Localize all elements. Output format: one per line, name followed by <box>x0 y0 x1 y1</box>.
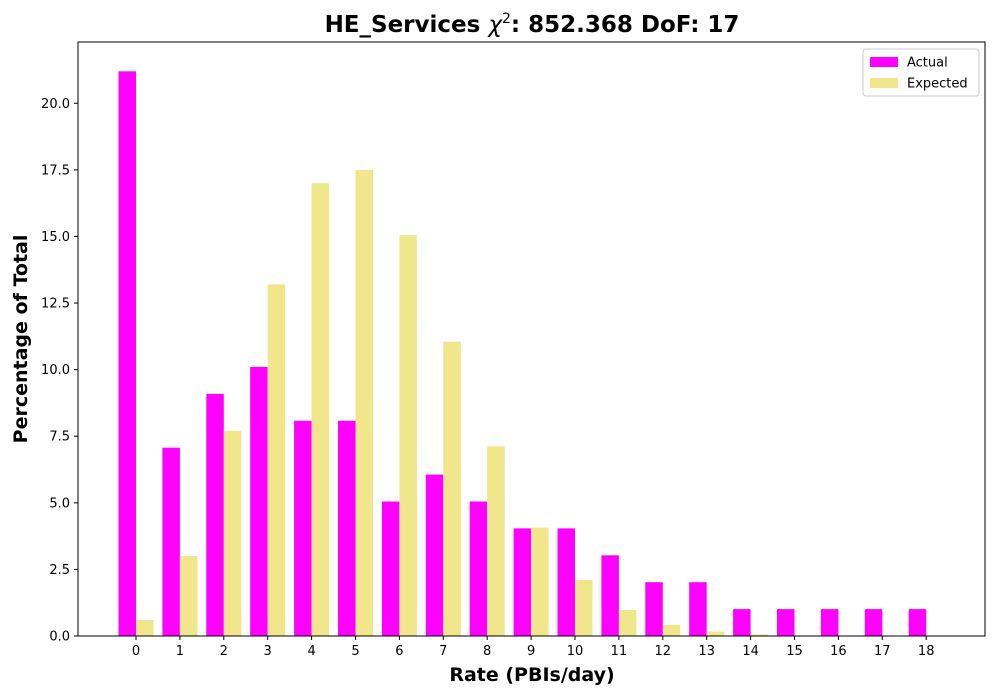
bar-actual-17 <box>864 609 883 636</box>
x-tick-label: 18 <box>918 644 935 659</box>
x-tick-label: 2 <box>220 644 228 659</box>
x-tick-label: 13 <box>698 644 715 659</box>
bar-actual-13 <box>689 582 707 636</box>
bar-actual-12 <box>645 582 663 636</box>
bar-expected-0 <box>136 620 154 636</box>
legend-swatch-actual <box>870 57 898 67</box>
bar-expected-3 <box>267 284 286 636</box>
x-axis-label: Rate (PBIs/day) <box>449 664 614 686</box>
legend: Actual Expected <box>862 48 980 97</box>
chart-title: HE_Services χ2: 852.368 DoF: 17 <box>325 11 740 38</box>
x-tick-label: 12 <box>655 644 672 659</box>
bar-expected-10 <box>575 580 593 636</box>
bar-expected-12 <box>662 624 681 636</box>
y-tick-label: 5.0 <box>49 496 70 511</box>
bar-actual-18 <box>908 609 927 636</box>
y-tick-label: 15.0 <box>41 230 70 245</box>
x-tick-label: 11 <box>611 644 628 659</box>
bar-expected-9 <box>531 527 549 636</box>
x-tick-label: 4 <box>307 644 315 659</box>
bar-actual-3 <box>250 366 268 636</box>
x-tick-label: 16 <box>830 644 847 659</box>
bar-expected-14 <box>750 634 769 636</box>
bar-actual-0 <box>118 71 136 637</box>
x-tick-label: 7 <box>439 644 447 659</box>
x-tick-label: 6 <box>395 644 403 659</box>
y-tick-label: 17.5 <box>41 163 70 178</box>
x-tick-label: 17 <box>874 644 891 659</box>
bar-actual-14 <box>733 609 751 636</box>
x-tick-label: 10 <box>567 644 584 659</box>
y-tick-label: 0.0 <box>49 630 70 645</box>
bar-expected-6 <box>399 235 417 637</box>
bar-actual-10 <box>557 528 575 636</box>
bar-expected-11 <box>618 609 637 636</box>
x-tick-label: 15 <box>786 644 803 659</box>
legend-label-actual: Actual <box>907 56 948 71</box>
bar-actual-9 <box>513 528 532 636</box>
bar-actual-16 <box>820 609 839 636</box>
bar-actual-1 <box>162 447 180 636</box>
legend-label-expected: Expected <box>907 77 968 92</box>
bar-actual-5 <box>338 420 356 636</box>
x-tick-label: 9 <box>527 644 535 659</box>
bar-actual-7 <box>425 474 444 636</box>
bar-expected-4 <box>311 183 330 637</box>
bar-expected-8 <box>487 446 505 636</box>
bar-expected-7 <box>443 341 461 636</box>
bar-actual-6 <box>381 501 400 636</box>
bar-expected-1 <box>179 556 198 636</box>
x-tick-label: 1 <box>176 644 184 659</box>
y-tick-label: 20.0 <box>41 97 70 112</box>
bar-actual-2 <box>206 393 224 636</box>
bar-expected-5 <box>355 169 373 636</box>
bar-actual-4 <box>294 420 312 636</box>
bar-actual-8 <box>469 501 488 636</box>
x-tick-label: 8 <box>483 644 491 659</box>
x-tick-label: 3 <box>264 644 272 659</box>
bar-actual-11 <box>601 555 619 636</box>
y-tick-label: 7.5 <box>49 430 70 445</box>
y-tick-label: 2.5 <box>49 563 70 578</box>
y-tick-label: 10.0 <box>41 363 70 378</box>
y-tick-label: 12.5 <box>41 297 70 312</box>
bar-actual-15 <box>777 609 795 636</box>
x-tick-label: 0 <box>132 644 140 659</box>
legend-swatch-expected <box>870 78 898 88</box>
y-axis-label: Percentage of Total <box>10 235 32 444</box>
bar-expected-2 <box>223 430 242 636</box>
x-tick-label: 14 <box>742 644 759 659</box>
bar-expected-13 <box>706 631 725 636</box>
plot-area: 0 1 2 3 4 5 6 7 8 9 10 11 12 13 14 15 16 17 180.02.55.07.5… <box>41 41 986 659</box>
x-tick-label: 5 <box>351 644 359 659</box>
